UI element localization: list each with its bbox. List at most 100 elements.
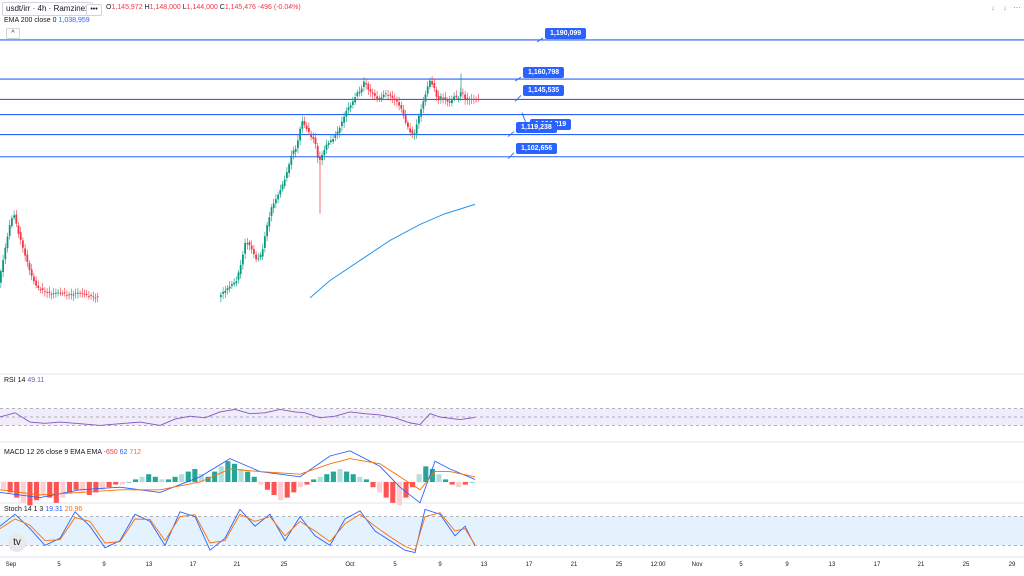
candle-body bbox=[378, 97, 381, 100]
macd-histogram-bar bbox=[449, 482, 455, 485]
macd-histogram-bar bbox=[33, 482, 40, 501]
candle-body bbox=[297, 140, 299, 149]
candle-body bbox=[253, 249, 255, 255]
level-callout-line bbox=[507, 131, 515, 137]
candle-body bbox=[63, 292, 66, 294]
candle-body bbox=[268, 217, 271, 227]
level-callout-line bbox=[514, 76, 522, 82]
macd-histogram-bar bbox=[7, 482, 13, 493]
candle-body bbox=[442, 97, 444, 99]
x-tick-label: 13 bbox=[480, 562, 488, 568]
candle-body bbox=[422, 101, 425, 109]
candle-body bbox=[239, 264, 242, 275]
candle-body bbox=[402, 109, 405, 116]
macd-histogram-bar bbox=[377, 482, 383, 493]
candle-body bbox=[420, 109, 422, 117]
candle-body bbox=[418, 115, 420, 124]
candle-body bbox=[57, 292, 59, 294]
stoch-d-line bbox=[0, 512, 476, 551]
macd-histogram-bar bbox=[396, 482, 402, 506]
macd-histogram-bar bbox=[264, 482, 270, 490]
stoch-legend[interactable]: Stoch 14 1 3 19.31 20.96 bbox=[4, 506, 82, 513]
macd-histogram-bar bbox=[238, 469, 244, 482]
candle-body bbox=[398, 102, 400, 106]
rsi-line bbox=[0, 408, 476, 426]
candle-body bbox=[404, 115, 407, 123]
macd-histogram-bar bbox=[47, 482, 53, 498]
candle-body bbox=[407, 122, 409, 128]
ema-legend[interactable]: EMA 200 close 0 1,038,959 bbox=[4, 17, 90, 24]
close-label: C bbox=[219, 4, 225, 11]
candle-body bbox=[46, 291, 48, 293]
level-callout-line bbox=[514, 95, 522, 102]
candle-body bbox=[433, 83, 436, 89]
macd-signal-value: 712 bbox=[129, 449, 142, 456]
candle-body bbox=[310, 133, 312, 138]
candle-body bbox=[92, 296, 95, 298]
more-icon[interactable]: ⋯ bbox=[1013, 5, 1021, 12]
macd-histogram-bar bbox=[278, 482, 284, 501]
macd-histogram-bar bbox=[225, 461, 231, 482]
stoch-k-value: 19.31 bbox=[45, 506, 63, 513]
candle-body bbox=[52, 293, 55, 294]
candle-body bbox=[68, 294, 70, 296]
macd-histogram-bar bbox=[311, 479, 317, 482]
macd-histogram-bar bbox=[106, 482, 112, 488]
candle-body bbox=[55, 293, 57, 294]
x-tick-label: 17 bbox=[189, 562, 197, 568]
rsi-legend[interactable]: RSI 14 49.11 bbox=[4, 377, 44, 384]
macd-histogram-bar bbox=[113, 482, 119, 485]
level-callout-line bbox=[507, 152, 515, 160]
tradingview-logo[interactable]: tv bbox=[8, 534, 26, 552]
level-label[interactable]: 1,160,798 bbox=[523, 67, 565, 79]
macd-histogram-bar bbox=[297, 482, 303, 488]
candle-body bbox=[466, 97, 469, 100]
candle-body bbox=[341, 121, 343, 127]
candle-body bbox=[77, 292, 79, 294]
level-label[interactable]: 1,102,656 bbox=[516, 142, 558, 154]
macd-histogram-bar bbox=[350, 474, 356, 482]
more-button[interactable]: ••• bbox=[86, 4, 102, 16]
collapse-legend-button[interactable]: ^ bbox=[6, 28, 20, 39]
candle-body bbox=[336, 131, 339, 136]
download-icon-2[interactable]: ↓ bbox=[1003, 5, 1007, 12]
level-label[interactable]: 1,119,238 bbox=[516, 121, 557, 133]
macd-histogram-bar bbox=[330, 471, 336, 482]
candle-body bbox=[281, 184, 284, 190]
macd-histogram-bar bbox=[317, 476, 323, 482]
macd-histogram-bar bbox=[179, 474, 185, 482]
candle-body bbox=[242, 254, 244, 265]
macd-histogram-bar bbox=[152, 476, 158, 482]
candle-body bbox=[374, 93, 376, 96]
candle-body bbox=[354, 97, 356, 103]
candle-body bbox=[220, 294, 222, 298]
level-label[interactable]: 1,190,099 bbox=[545, 27, 587, 39]
macd-histogram-bar bbox=[436, 474, 442, 482]
macd-histogram-bar bbox=[245, 471, 251, 482]
symbol-title[interactable]: usdt/irr · 4h · Ramzinex bbox=[2, 2, 94, 16]
candle-body bbox=[277, 194, 279, 200]
candle-body bbox=[244, 242, 246, 254]
change-value: -496 (-0.04%) bbox=[257, 4, 301, 11]
x-tick-label: 21 bbox=[570, 562, 578, 568]
candle-body bbox=[437, 96, 440, 100]
macd-line-value: 62 bbox=[119, 449, 128, 456]
low-value: 1,144,000 bbox=[186, 4, 218, 11]
download-icon[interactable]: ↓ bbox=[991, 5, 995, 12]
candle-body bbox=[248, 242, 251, 246]
x-tick-label: 13 bbox=[145, 562, 153, 568]
candle-body bbox=[264, 236, 266, 248]
ema-200-line bbox=[309, 203, 476, 299]
level-callout-line bbox=[536, 37, 544, 43]
macd-histogram-bar bbox=[304, 482, 310, 485]
candle-body bbox=[424, 94, 427, 102]
candle-body bbox=[44, 291, 46, 293]
macd-legend[interactable]: MACD 12 26 close 9 EMA EMA -650 62 712 bbox=[4, 449, 141, 456]
x-tick-label: 9 bbox=[438, 562, 442, 568]
rsi-value: 49.11 bbox=[27, 377, 45, 384]
candle-body bbox=[299, 128, 301, 141]
macd-histogram-bar bbox=[271, 482, 277, 495]
level-label[interactable]: 1,145,535 bbox=[523, 85, 565, 97]
candle-body bbox=[96, 296, 99, 298]
